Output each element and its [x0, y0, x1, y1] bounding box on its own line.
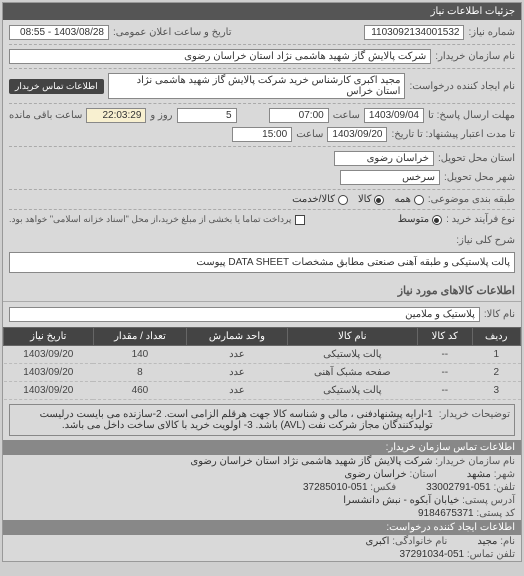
c-city-v: مشهد — [467, 469, 491, 480]
c-prov-l: استان: — [409, 469, 436, 480]
c-family-l: نام خانوادگی: — [392, 536, 447, 547]
announce-label: تاریخ و ساعت اعلان عمومی: — [113, 27, 232, 38]
c-city-l: شهر: — [494, 469, 515, 480]
table-cell: 1403/09/20 — [4, 364, 94, 382]
th-0: ردیف — [472, 328, 520, 346]
table-row: 2--صفحه مشبک آهنیعدد81403/09/20 — [4, 364, 521, 382]
c-phone-v: 051-33002791 — [426, 482, 491, 493]
validity-date: 1403/09/20 — [327, 127, 387, 142]
items-title: اطلاعات کالاهای مورد نیاز — [3, 280, 521, 302]
table-cell: 1403/09/20 — [4, 346, 94, 364]
table-cell: -- — [418, 364, 472, 382]
c-postal-l: آدرس پستی: — [462, 495, 515, 506]
c-prov-v: خراسان رضوی — [344, 469, 406, 480]
c-postcode-v: 9184675371 — [418, 508, 474, 519]
desc-label: شرح کلی نیاز: — [456, 235, 515, 246]
radio-all[interactable]: همه — [394, 194, 423, 205]
notes-label: توضیحات خریدار: — [439, 409, 510, 431]
panel-title: جزئیات اطلاعات نیاز — [3, 3, 521, 20]
remain-val: 22:03:29 — [86, 108, 146, 123]
requester-value: مجید اکبری کارشناس خرید شرکت پالایش گاز … — [108, 73, 406, 99]
announce-value: 1403/08/28 - 08:55 — [9, 25, 109, 40]
buyer-notes: توضیحات خریدار: 1-ارایه پیشنهادفنی ، مال… — [9, 404, 515, 436]
c-family-v: اکبری — [366, 536, 390, 547]
th-5: تاریخ نیاز — [4, 328, 94, 346]
validity-label: تا مدت اعتبار پیشنهاد: تا تاریخ: — [391, 129, 515, 140]
need-no-label: شماره نیاز: — [468, 27, 515, 38]
th-3: واحد شمارش — [187, 328, 287, 346]
c-cphone-v: 051-37291034 — [400, 549, 465, 560]
validity-time: 15:00 — [232, 127, 292, 142]
table-cell: 140 — [93, 346, 187, 364]
table-cell: 2 — [472, 364, 520, 382]
radio-mid[interactable]: متوسط — [398, 214, 442, 225]
table-cell: 3 — [472, 382, 520, 400]
time-label-1: ساعت — [333, 110, 360, 121]
need-no-value: 1103092134001532 — [364, 25, 464, 40]
buy-type-label: نوع فرآیند خرید : — [446, 214, 515, 225]
cat-label: نام کالا: — [484, 309, 515, 320]
table-cell: 460 — [93, 382, 187, 400]
table-cell: عدد — [187, 364, 287, 382]
pay-checkbox[interactable] — [295, 215, 305, 225]
table-cell: 1 — [472, 346, 520, 364]
table-cell: -- — [418, 382, 472, 400]
contact-header: اطلاعات تماس سازمان خریدار: — [3, 440, 521, 455]
c-postal-v: خیابان آبکوه - نبش دانشسرا — [343, 495, 459, 506]
c-org-l: نام سازمان خریدار: — [435, 456, 515, 467]
header-section: شماره نیاز: 1103092134001532 تاریخ و ساع… — [3, 20, 521, 230]
requester-label: نام ایجاد کننده درخواست: — [409, 81, 515, 92]
c-fax-l: فکس: — [370, 482, 396, 493]
c-postcode-l: کد پستی: — [476, 508, 515, 519]
table-cell: 1403/09/20 — [4, 382, 94, 400]
desc-box: پالت پلاستیکی و طبقه آهنی صنعتی مطابق مش… — [9, 252, 515, 273]
items-table: ردیف کد کالا نام کالا واحد شمارش تعداد /… — [3, 327, 521, 400]
c-phone-l: تلفن: — [493, 482, 515, 493]
table-cell: عدد — [187, 346, 287, 364]
group-label: طبقه بندی موضوعی: — [428, 194, 515, 205]
deadline-time: 07:00 — [269, 108, 329, 123]
desc-section: شرح کلی نیاز: پالت پلاستیکی و طبقه آهنی … — [3, 230, 521, 280]
table-row: 1--پالت پلاستیکیعدد1401403/09/20 — [4, 346, 521, 364]
c-org-v: شرکت پالایش گاز شهید هاشمی نژاد استان خر… — [190, 456, 432, 467]
table-row: 3--پالت پلاستیکیعدد4601403/09/20 — [4, 382, 521, 400]
table-cell: پالت پلاستیکی — [287, 382, 417, 400]
deadline-label: مهلت ارسال پاسخ: تا — [428, 110, 515, 121]
buyer-label: نام سازمان خریدار: — [435, 51, 515, 62]
remain-label: ساعت باقی مانده — [9, 110, 82, 121]
th-1: کد کالا — [418, 328, 472, 346]
loc-req-val: خراسان رضوی — [334, 151, 434, 166]
table-cell: صفحه مشبک آهنی — [287, 364, 417, 382]
th-2: نام کالا — [287, 328, 417, 346]
loc-del-label: شهر محل تحویل: — [444, 172, 515, 183]
deadline-date: 1403/09/04 — [364, 108, 424, 123]
table-cell: -- — [418, 346, 472, 364]
table-header-row: ردیف کد کالا نام کالا واحد شمارش تعداد /… — [4, 328, 521, 346]
notes-text: 1-ارایه پیشنهادفنی ، مالی و شناسه کالا ج… — [14, 409, 433, 431]
th-4: تعداد / مقدار — [93, 328, 187, 346]
pay-note: پرداخت تماما یا بخشی از مبلغ خرید،از محل… — [9, 214, 291, 225]
loc-req-label: استان محل تحویل: — [438, 153, 515, 164]
c-cphone-l: تلفن تماس: — [467, 549, 515, 560]
time-label-2: ساعت — [296, 129, 323, 140]
loc-del-val: سرخس — [340, 170, 440, 185]
radio-service[interactable]: کالا/خدمت — [292, 194, 348, 205]
table-cell: عدد — [187, 382, 287, 400]
c-name-v: مجید — [477, 536, 497, 547]
c-name-l: نام: — [500, 536, 515, 547]
cat-val: پلاستیک و ملامین — [9, 307, 480, 322]
table-cell: 8 — [93, 364, 187, 382]
days-label: روز و — [150, 110, 172, 121]
table-cell: پالت پلاستیکی — [287, 346, 417, 364]
c-fax-v: 051-37285010 — [303, 482, 368, 493]
contact-badge[interactable]: اطلاعات تماس خریدار — [9, 79, 104, 94]
radio-goods[interactable]: کالا — [358, 194, 385, 205]
buyer-value: شرکت پالایش گاز شهید هاشمی نژاد استان خر… — [9, 49, 431, 64]
group-radio: همه کالا کالا/خدمت — [292, 194, 424, 205]
buy-type-radio: متوسط — [398, 214, 442, 225]
creator-header: اطلاعات ایجاد کننده درخواست: — [3, 520, 521, 535]
need-detail-panel: جزئیات اطلاعات نیاز شماره نیاز: 11030921… — [2, 2, 522, 562]
days-val: 5 — [177, 108, 237, 123]
